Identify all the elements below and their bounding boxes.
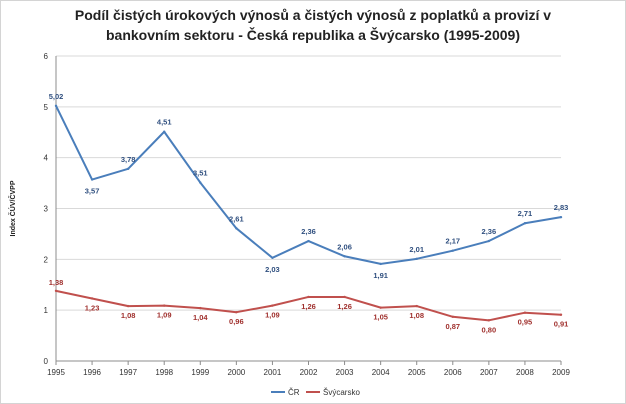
data-point-cr-2007 [487, 239, 491, 243]
data-point-cr-1998 [163, 130, 166, 133]
y-tick-label-3: 3 [44, 205, 49, 214]
data-label-cr-2001: 2,03 [265, 265, 280, 274]
x-tick-label-2003: 2003 [336, 368, 354, 377]
y-tick-label-0: 0 [44, 357, 49, 366]
data-point-cr-2008 [523, 222, 527, 225]
data-point-svycarsko-2008 [523, 311, 527, 314]
data-label-svycarsko-2003: 1,26 [337, 302, 352, 311]
data-label-svycarsko-1998: 1,09 [157, 311, 172, 320]
data-point-svycarsko-1997 [126, 304, 130, 308]
data-point-svycarsko-2004 [379, 306, 382, 309]
data-label-cr-1999: 3,51 [193, 169, 208, 178]
chart-title-line-2: bankovním sektoru - Česká republika a Šv… [106, 27, 520, 43]
chart-title-line-1: Podíl čistých úrokových výnosů a čistých… [74, 7, 552, 23]
data-label-cr-2003: 2,06 [337, 242, 352, 251]
legend-label-cr: ČR [288, 388, 300, 397]
data-point-cr-2000 [235, 227, 238, 230]
data-label-cr-2008: 2,71 [518, 209, 533, 218]
x-tick-label-1997: 1997 [119, 368, 137, 377]
data-label-cr-1998: 4,51 [157, 118, 172, 127]
data-label-cr-1996: 3,57 [85, 187, 100, 196]
data-point-svycarsko-1996 [90, 297, 94, 300]
data-label-svycarsko-2008: 0,95 [518, 318, 533, 327]
data-label-svycarsko-1996: 1,23 [85, 303, 100, 312]
data-label-cr-1997: 3,78 [121, 155, 136, 164]
data-label-svycarsko-2006: 0,87 [445, 322, 460, 331]
data-label-svycarsko-2009: 0,91 [554, 320, 569, 329]
data-point-cr-2005 [415, 257, 418, 261]
data-point-svycarsko-1998 [163, 304, 166, 307]
x-tick-label-2007: 2007 [480, 368, 498, 377]
data-label-cr-2002: 2,36 [301, 227, 316, 236]
data-point-cr-2003 [343, 255, 346, 258]
data-point-cr-2002 [307, 239, 310, 243]
y-axis-title: Index ČÚV/ČVPP [8, 180, 17, 236]
data-point-svycarsko-1995 [54, 289, 58, 293]
data-label-svycarsko-1997: 1,08 [121, 311, 136, 320]
data-point-svycarsko-2009 [559, 313, 563, 316]
data-point-svycarsko-2001 [271, 304, 274, 307]
data-point-cr-1999 [199, 181, 202, 184]
data-label-cr-2009: 2,83 [554, 203, 569, 212]
x-tick-label-2002: 2002 [300, 368, 318, 377]
data-point-cr-1996 [90, 178, 94, 181]
data-point-svycarsko-2002 [307, 295, 310, 299]
chart-title: Podíl čistých úrokových výnosů a čistých… [1, 5, 625, 45]
data-label-svycarsko-2001: 1,09 [265, 311, 280, 320]
x-tick-label-1998: 1998 [155, 368, 173, 377]
data-point-svycarsko-1999 [199, 306, 202, 310]
data-point-svycarsko-2006 [451, 315, 454, 318]
data-point-svycarsko-2003 [343, 295, 346, 299]
x-tick-label-2008: 2008 [516, 368, 534, 377]
y-tick-label-5: 5 [44, 103, 49, 112]
data-point-svycarsko-2000 [235, 311, 238, 314]
legend-label-svycarsko: Švýcarsko [323, 388, 360, 397]
data-label-svycarsko-2004: 1,05 [373, 313, 388, 322]
data-point-svycarsko-2005 [415, 304, 418, 308]
data-label-cr-2000: 2,61 [229, 214, 244, 223]
data-point-cr-2006 [451, 249, 454, 252]
data-point-cr-2009 [559, 215, 563, 219]
x-tick-label-1996: 1996 [83, 368, 101, 377]
y-tick-label-6: 6 [44, 52, 49, 61]
y-tick-label-4: 4 [44, 154, 49, 163]
y-tick-label-2: 2 [44, 255, 49, 264]
x-tick-label-2001: 2001 [264, 368, 282, 377]
data-point-cr-2004 [379, 262, 382, 266]
data-label-svycarsko-1999: 1,04 [193, 313, 208, 322]
x-tick-label-2006: 2006 [444, 368, 462, 377]
x-tick-label-1999: 1999 [191, 368, 209, 377]
data-label-svycarsko-2000: 0,96 [229, 317, 244, 326]
x-tick-label-2009: 2009 [552, 368, 570, 377]
data-label-svycarsko-2002: 1,26 [301, 302, 316, 311]
data-label-cr-2006: 2,17 [445, 237, 460, 246]
y-tick-label-1: 1 [44, 306, 49, 315]
x-tick-label-2004: 2004 [372, 368, 390, 377]
x-tick-label-2000: 2000 [227, 368, 245, 377]
data-label-cr-2004: 1,91 [373, 271, 388, 280]
x-tick-label-1995: 1995 [47, 368, 65, 377]
data-label-svycarsko-2007: 0,80 [482, 325, 497, 334]
data-label-svycarsko-2005: 1,08 [409, 311, 424, 320]
data-label-svycarsko-1995: 1,38 [49, 278, 64, 287]
data-label-cr-1995: 5,02 [49, 92, 64, 101]
data-label-cr-2007: 2,36 [482, 227, 497, 236]
data-point-cr-1995 [54, 104, 58, 108]
data-point-cr-1997 [126, 167, 130, 171]
data-label-cr-2005: 2,01 [409, 245, 424, 254]
data-point-svycarsko-2007 [487, 319, 491, 322]
data-point-cr-2001 [271, 256, 274, 260]
x-tick-label-2005: 2005 [408, 368, 426, 377]
